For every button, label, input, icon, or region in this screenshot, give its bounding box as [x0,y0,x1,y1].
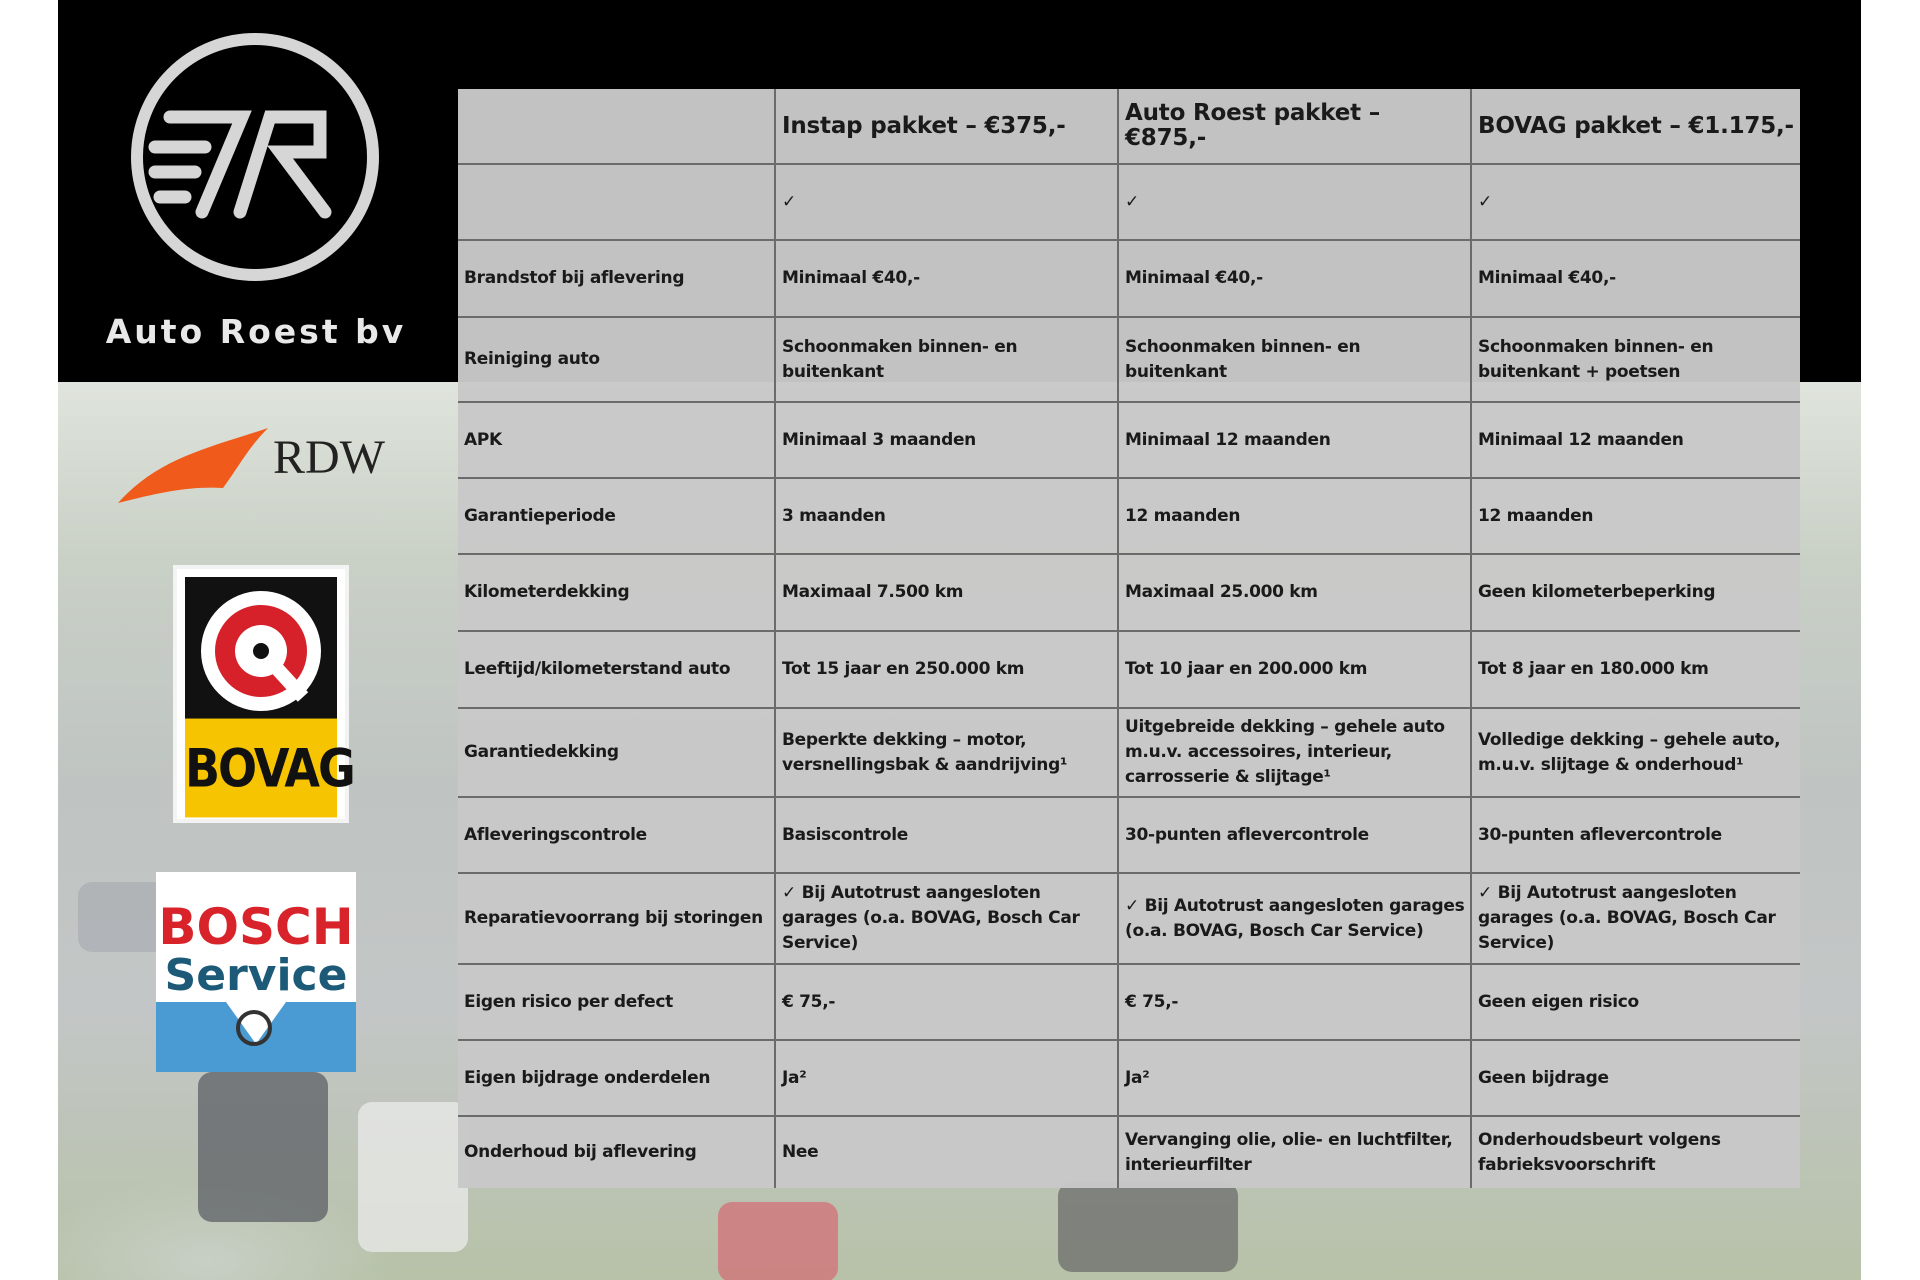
table-cell: Volledige dekking – gehele auto, m.u.v. … [1478,729,1781,775]
table-cell: Minimaal 3 maanden [776,403,1119,477]
table-cell: € 75,- [1119,965,1472,1039]
row-label: Eigen bijdrage onderdelen [458,1041,776,1115]
table-cell: ✓ Bij Autotrust aangesloten garages (o.a… [1119,874,1472,963]
table-cell: Minimaal €40,- [1119,241,1472,316]
table-cell: ✓ [1119,165,1472,239]
row-label: Reiniging auto [458,318,776,401]
row-label: APK [458,403,776,477]
row-label: Reparatievoorrang bij storingen [458,874,776,963]
table-cell: Onderhoudsbeurt volgens fabrieksvoorschr… [1478,1129,1721,1175]
table-row: Kilometerdekking Maximaal 7.500 km Maximaa… [458,555,1800,632]
table-cell: Maximaal 7.500 km [776,555,1119,630]
package-comparison-table: Instap pakket – €375,- Auto Roest pakket … [458,89,1800,1188]
table-cell: Beperkte dekking – motor, versnellingsba… [776,709,1119,796]
rdw-logo-text: RDW [273,431,385,484]
table-cell: Maximaal 25.000 km [1119,555,1472,630]
table-cell: 12 maanden [1478,505,1594,526]
table-cell: Geen kilometerbeperking [1478,582,1716,602]
table-cell: Vervanging olie, olie- en luchtfilter, i… [1119,1117,1472,1188]
row-label: Kilometerdekking [458,555,776,630]
table-row: Garantiedekking Beperkte dekking – motor,… [458,709,1800,798]
table-row: Eigen risico per defect € 75,- € 75,- Geen … [458,965,1800,1041]
table-cell: Geen bijdrage [1478,1067,1609,1088]
column-header: Instap pakket – €375,- [776,89,1119,163]
table-row: Brandstof bij aflevering Minimaal €40,- Mi… [458,241,1800,318]
table-header-row: Instap pakket – €375,- Auto Roest pakket … [458,89,1800,165]
table-row: Leeftijd/kilometerstand auto Tot 15 jaar … [458,632,1800,709]
bosch-service-logo: BOSCH Service [156,872,356,1072]
table-cell: 30-punten aflevercontrole [1478,824,1722,845]
bosch-service-text: Service [164,950,348,1001]
row-label: Garantieperiode [458,479,776,553]
table-cell: 3 maanden [776,479,1119,553]
table-cell: Nee [776,1117,1119,1188]
table-cell: Minimaal €40,- [776,241,1119,316]
table-row: Reiniging auto Schoonmaken binnen- en bui… [458,318,1800,403]
column-header: Auto Roest pakket – €875,- [1119,89,1472,163]
bovag-logo: BOVAG [173,565,356,823]
rdw-logo-icon [118,428,268,503]
bovag-emblem-icon [185,577,337,725]
table-row: Eigen bijdrage onderdelen Ja² Ja² Geen bijd… [458,1041,1800,1117]
bosch-logo-text: BOSCH [158,898,354,956]
brand-name: Auto Roest bv [105,312,407,351]
page-frame: Auto Roest bv RDW BOVAG BOSCH Service In… [58,0,1861,1280]
table-row: Onderhoud bij aflevering Nee Vervanging ol… [458,1117,1800,1188]
table-cell: Tot 10 jaar en 200.000 km [1119,632,1472,707]
table-row: ✓ ✓ ✓ [458,165,1800,241]
table-cell: Schoonmaken binnen- en buitenkant [776,318,1119,401]
table-cell: Ja² [776,1041,1119,1115]
table-row: Reparatievoorrang bij storingen ✓ Bij Aut… [458,874,1800,965]
auto-roest-logo-icon [131,33,379,281]
row-label: Garantiedekking [458,709,776,796]
table-cell: Tot 15 jaar en 250.000 km [776,632,1119,707]
row-label: Leeftijd/kilometerstand auto [458,632,776,707]
table-cell: Uitgebreide dekking – gehele auto m.u.v.… [1119,709,1472,796]
table-cell: ✓ [776,165,1119,239]
table-cell: ✓ [1478,191,1492,212]
row-label: Brandstof bij aflevering [458,241,776,316]
table-cell: Minimaal 12 maanden [1478,429,1684,450]
table-cell: Basiscontrole [776,798,1119,872]
table-cell: Schoonmaken binnen- en buitenkant + poet… [1478,336,1714,382]
column-header [458,89,776,163]
table-cell: ✓ Bij Autotrust aangesloten garages (o.a… [776,874,1119,963]
table-cell: 30-punten aflevercontrole [1119,798,1472,872]
table-cell: € 75,- [776,965,1119,1039]
table-cell: 12 maanden [1119,479,1472,553]
row-label [458,165,776,239]
row-label: Eigen risico per defect [458,965,776,1039]
table-cell: Minimaal 12 maanden [1119,403,1472,477]
table-cell: Geen eigen risico [1478,991,1639,1012]
column-header: BOVAG pakket – €1.175,- [1478,112,1794,139]
table-row: Afleveringscontrole Basiscontrole 30-punte… [458,798,1800,874]
table-cell: Schoonmaken binnen- en buitenkant [1119,318,1472,401]
bovag-logo-text: BOVAG [185,718,356,818]
table-cell: ✓ Bij Autotrust aangesloten garages (o.a… [1478,883,1776,953]
table-row: Garantieperiode 3 maanden 12 maanden 12 maa… [458,479,1800,555]
table-row: APK Minimaal 3 maanden Minimaal 12 maanden… [458,403,1800,479]
table-cell: Minimaal €40,- [1478,268,1616,288]
table-cell: Tot 8 jaar en 180.000 km [1478,659,1709,679]
row-label: Afleveringscontrole [458,798,776,872]
bosch-armature-icon [236,1010,272,1046]
row-label: Onderhoud bij aflevering [458,1117,776,1188]
table-cell: Ja² [1119,1041,1472,1115]
